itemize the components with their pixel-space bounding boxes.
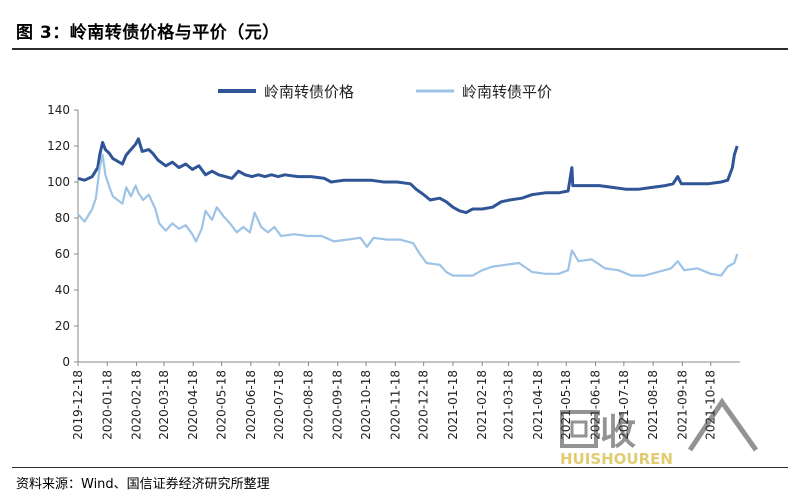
x-tick-label: 2020-11-18 <box>388 370 402 440</box>
x-tick-label: 2021-04-18 <box>531 370 545 440</box>
x-tick-label: 2021-07-18 <box>617 370 631 440</box>
x-tick-label: 2021-03-18 <box>502 370 516 440</box>
legend: 岭南转债价格 岭南转债平价 <box>218 83 552 101</box>
series-line-price <box>77 137 739 215</box>
watermark-box-icon <box>560 410 598 448</box>
series-line-parity <box>77 153 739 277</box>
x-tick-label: 2020-01-18 <box>100 370 114 440</box>
x-tick-label: 2021-02-18 <box>475 370 489 440</box>
source-note: 资料来源：Wind、国信证券经济研究所整理 <box>16 477 270 492</box>
legend-label: 岭南转债价格 <box>264 83 354 101</box>
x-tick-label: 2020-07-18 <box>272 370 286 440</box>
watermark-peak-icon <box>687 397 759 452</box>
x-tick-label: 2021-06-18 <box>589 370 603 440</box>
x-tick-label: 2020-06-18 <box>244 370 258 440</box>
y-tick-label: 40 <box>55 283 70 297</box>
y-tick-label: 120 <box>47 139 70 153</box>
x-tick-label: 2020-05-18 <box>215 370 229 440</box>
y-tick-label: 140 <box>47 103 70 117</box>
y-tick-label: 80 <box>55 211 70 225</box>
x-tick-label: 2020-08-18 <box>301 370 315 440</box>
x-tick-label: 2019-12-18 <box>71 370 85 440</box>
axes: 0 20 40 60 80 100 120 140 2019-12-18 2020-01-18 20… <box>47 103 740 440</box>
x-tick-label: 2020-10-18 <box>359 370 373 440</box>
x-tick-label: 2020-09-18 <box>331 370 345 440</box>
watermark-inner-box-icon <box>570 420 588 438</box>
y-tick-label: 100 <box>47 175 70 189</box>
y-tick-label: 0 <box>62 355 70 369</box>
source-rule <box>12 467 788 468</box>
y-tick-label: 20 <box>55 319 70 333</box>
x-tick-label: 2021-09-18 <box>675 370 689 440</box>
watermark-glyph: 收 <box>600 412 636 453</box>
legend-label: 岭南转债平价 <box>462 83 552 101</box>
watermark-subtext: HUISHOUREN <box>560 450 673 468</box>
x-tick-label: 2020-02-18 <box>130 370 144 440</box>
x-tick-label: 2020-03-18 <box>157 370 171 440</box>
x-tick-label: 2021-08-18 <box>646 370 660 440</box>
x-tick-label: 2020-12-18 <box>417 370 431 440</box>
x-tick-label: 2020-04-18 <box>186 370 200 440</box>
series-layer <box>77 137 739 277</box>
y-tick-label: 60 <box>55 247 70 261</box>
x-tick-label: 2021-01-18 <box>446 370 460 440</box>
title-rule <box>12 48 788 50</box>
chart: 岭南转债价格 岭南转债平价 0 20 40 60 80 100 120 140 2019-12-1… <box>47 83 759 468</box>
figure-title: 图 3：岭南转债价格与平价（元） <box>16 23 280 43</box>
